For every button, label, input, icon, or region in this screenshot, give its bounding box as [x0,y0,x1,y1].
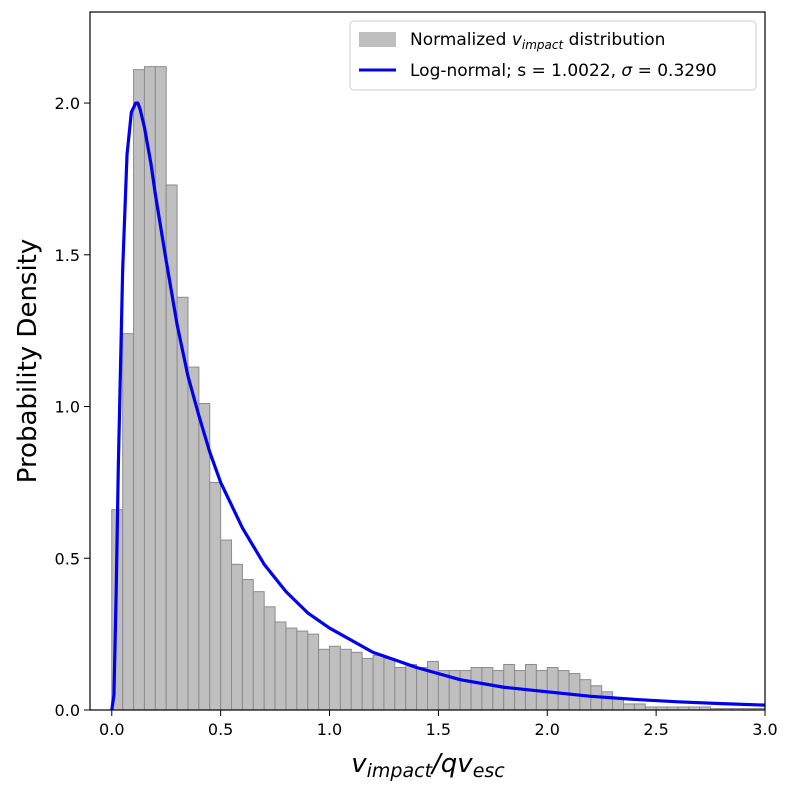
histogram-bar [481,667,494,711]
legend-curve-sigma: σ [621,61,633,81]
x-tick-label: 2.5 [643,720,668,739]
x-label-mid: /qv [430,749,473,779]
histogram-bar [416,667,429,711]
legend-hist-var: v [512,30,523,50]
histogram-bar [557,670,570,711]
histogram-bar [394,667,407,711]
legend-hist-label: Normalized vimpact distribution [410,30,665,52]
legend-curve-label: Log-normal; s = 1.0022, σ = 0.3290 [410,61,717,81]
histogram-bar [470,667,483,711]
histogram-bar [405,663,418,711]
histogram-bar [231,563,243,711]
x-label-sub1: impact [367,760,434,782]
histogram-bar [601,691,614,711]
y-axis-ticks: 0.0 0.5 1.0 1.5 2.0 [55,94,90,720]
histogram-bar [329,645,341,711]
y-tick-label: 0.5 [55,549,80,568]
histogram-bar [350,651,363,711]
histogram-bar [122,333,135,711]
lognormal-curve-layer [110,101,766,711]
histogram-bar [133,69,145,711]
histogram-bar [263,606,276,711]
histogram-bar [372,654,385,711]
histogram-bar [220,539,233,711]
x-label-sub2: esc [473,760,506,782]
x-label-main: v [351,749,367,779]
histogram-bar [568,673,581,711]
histogram-bar [187,366,200,711]
legend-hist-sub: impact [522,38,565,52]
y-axis-label: Probability Density [13,239,43,484]
legend-hist-prefix: Normalized [410,30,512,50]
y-tick-label: 2.0 [55,94,80,113]
histogram-bar [285,627,298,711]
legend-hist-suffix: distribution [563,30,665,50]
y-tick-label: 0.0 [55,701,80,720]
histogram-bar [296,630,309,711]
x-axis-ticks: 0.0 0.5 1.0 1.5 2.0 2.5 3.0 [99,710,778,739]
histogram-bar [546,667,559,711]
histogram-bar [209,481,222,711]
legend-curve-suffix: = 0.3290 [632,61,717,81]
x-tick-label: 3.0 [752,720,777,739]
histogram-bar [176,296,189,711]
legend-box [349,20,757,91]
histogram-bar [252,591,265,711]
histogram-bar [318,648,331,711]
x-axis-label: vimpact/qvesc [351,749,505,782]
histogram-bar [459,670,472,711]
histogram-bar [274,621,287,711]
legend-hist-swatch [359,32,396,47]
x-tick-label: 1.5 [426,720,451,739]
x-tick-label: 0.5 [208,720,233,739]
plot-frame [89,11,766,711]
histogram-bar [383,657,396,711]
histogram-bar [427,660,439,711]
histogram-bar [241,579,254,711]
x-tick-label: 1.0 [317,720,342,739]
histogram-bar [307,633,320,711]
histogram-bar [154,66,167,711]
histogram-bar [524,663,537,711]
legend: Normalized vimpact distribution Log-norm… [349,20,757,91]
histogram-bar [339,648,352,711]
x-tick-label: 2.0 [535,720,560,739]
histogram-bar [492,670,505,711]
lognormal-curve [110,101,766,711]
legend-curve-prefix: Log-normal; s = 1.0022, [410,61,621,81]
histogram-bar [361,657,374,711]
x-tick-label: 0.0 [99,720,124,739]
y-tick-label: 1.0 [55,398,80,417]
histogram-bar [633,703,646,711]
y-tick-label: 1.5 [55,246,80,265]
histogram-bar [622,703,635,711]
